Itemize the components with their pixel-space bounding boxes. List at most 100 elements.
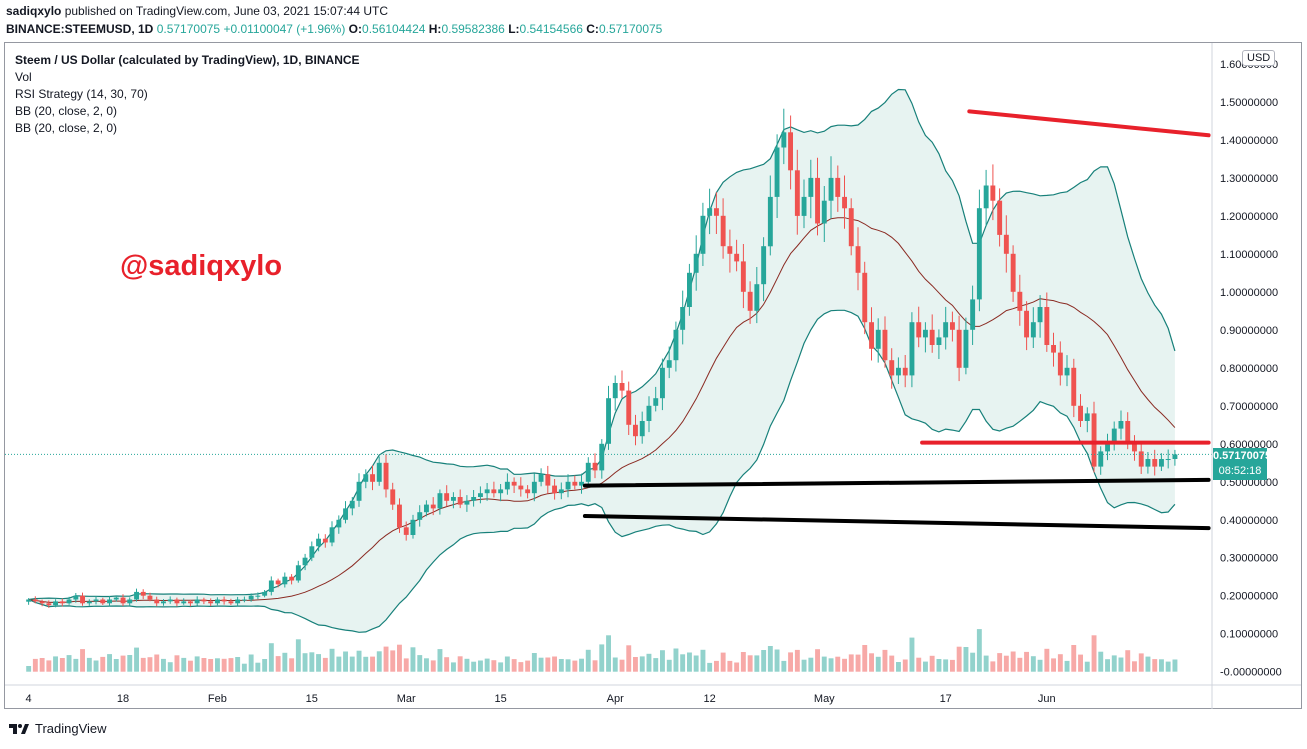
- candle-body: [808, 177, 814, 197]
- price-tick-label: 1.30000000: [1220, 173, 1278, 185]
- volume-bar: [403, 658, 409, 672]
- candle-body: [430, 504, 436, 509]
- bollinger-bands: [28, 88, 1176, 633]
- price-tick-label: 0.80000000: [1220, 363, 1278, 375]
- volume-bar: [552, 656, 557, 672]
- volume-bar: [693, 655, 699, 672]
- candle-body: [862, 272, 868, 323]
- volume-bar: [997, 653, 1003, 672]
- candle-body: [1017, 291, 1023, 311]
- volume-bar: [606, 635, 611, 672]
- volume-bar: [107, 654, 112, 672]
- volume-bar: [707, 662, 713, 672]
- currency-button[interactable]: USD: [1242, 50, 1276, 66]
- candle-body: [147, 595, 153, 600]
- candle-body: [1172, 454, 1178, 459]
- candle-body: [457, 497, 463, 505]
- bar-countdown: 08:52:18: [1218, 465, 1262, 477]
- low-value: 0.54154566: [519, 22, 583, 36]
- trend-lines: [5, 109, 1212, 531]
- candle-body: [302, 557, 308, 566]
- legend-rsi[interactable]: RSI Strategy (14, 30, 70): [15, 87, 148, 101]
- candle-body: [511, 481, 517, 486]
- candle-body: [909, 322, 915, 376]
- volume-bar: [336, 656, 342, 672]
- candle-body: [1051, 345, 1056, 353]
- tradingview-logo-icon: [9, 723, 29, 734]
- time-tick-label: 15: [306, 693, 318, 705]
- legend-bb-1[interactable]: BB (20, close, 2, 0): [15, 104, 118, 118]
- volume-bar: [740, 652, 746, 672]
- candle-body: [963, 329, 969, 368]
- candle-body: [612, 383, 618, 399]
- volume-bar: [66, 655, 72, 672]
- high-label: H:: [428, 22, 442, 36]
- candle-body: [262, 591, 268, 596]
- candle-body: [370, 474, 375, 482]
- author-name[interactable]: sadiqxylo: [6, 4, 62, 18]
- candle-body: [100, 599, 106, 604]
- candle-body: [700, 215, 706, 254]
- candle-body: [59, 601, 65, 604]
- volume-bar: [862, 645, 868, 672]
- candle-body: [1118, 421, 1124, 429]
- volume-bar: [990, 661, 996, 672]
- volume-bar: [329, 648, 335, 672]
- candle-body: [727, 246, 733, 254]
- candle-body: [794, 170, 800, 216]
- volume-bar: [875, 656, 881, 672]
- candle-body: [842, 196, 847, 209]
- volume-bar: [929, 655, 935, 672]
- volume-bar: [943, 659, 949, 672]
- chart-frame[interactable]: [4, 42, 1302, 709]
- volume-bar: [1118, 657, 1124, 672]
- volume-bar: [687, 652, 692, 672]
- candle-body: [1091, 413, 1097, 467]
- candle-body: [855, 246, 861, 273]
- volume-bar: [761, 650, 767, 672]
- volume-bar: [585, 649, 591, 672]
- candle-body: [86, 601, 92, 604]
- volume-bar: [916, 657, 922, 672]
- volume-bar: [1010, 651, 1016, 672]
- volume-bar: [370, 656, 375, 672]
- candle-body: [329, 527, 335, 543]
- volume-bar: [882, 649, 888, 672]
- volume-bar: [451, 662, 456, 672]
- legend-bb-2[interactable]: BB (20, close, 2, 0): [15, 121, 118, 135]
- candle-body: [343, 508, 348, 520]
- support-line-upper: [582, 477, 1211, 488]
- candle-body: [93, 599, 99, 602]
- candle-body: [316, 538, 321, 547]
- volume-bar: [1091, 635, 1097, 672]
- candle-body: [32, 599, 38, 602]
- volume-bar: [633, 657, 638, 672]
- candle-body: [181, 601, 187, 604]
- time-tick-label: Mar: [397, 693, 416, 705]
- volume-bar: [309, 652, 315, 672]
- candle-body: [289, 576, 295, 581]
- candle-body: [66, 599, 72, 604]
- candle-body: [875, 329, 881, 349]
- footer-brand[interactable]: TradingView: [8, 721, 107, 736]
- volume-bar: [424, 658, 429, 672]
- candle-body: [848, 208, 854, 247]
- indicator-legend: Steem / US Dollar (calculated by Trading…: [15, 52, 360, 137]
- price-tick-label: 0.20000000: [1220, 591, 1278, 603]
- volume-bar: [120, 655, 126, 672]
- price-tick-label: 1.00000000: [1220, 287, 1278, 299]
- candle-body: [1105, 443, 1110, 452]
- volume-bar: [572, 660, 578, 672]
- volume-bar: [80, 649, 85, 672]
- candle-body: [444, 493, 450, 501]
- candle-body: [309, 546, 315, 558]
- legend-vol[interactable]: Vol: [15, 70, 32, 84]
- candle-body: [599, 443, 605, 471]
- candle-body: [464, 500, 470, 505]
- candle-body: [646, 405, 652, 421]
- volume-bar: [599, 644, 605, 672]
- candle-body: [275, 580, 281, 585]
- volume-bar: [410, 647, 416, 672]
- candle-body: [498, 489, 504, 494]
